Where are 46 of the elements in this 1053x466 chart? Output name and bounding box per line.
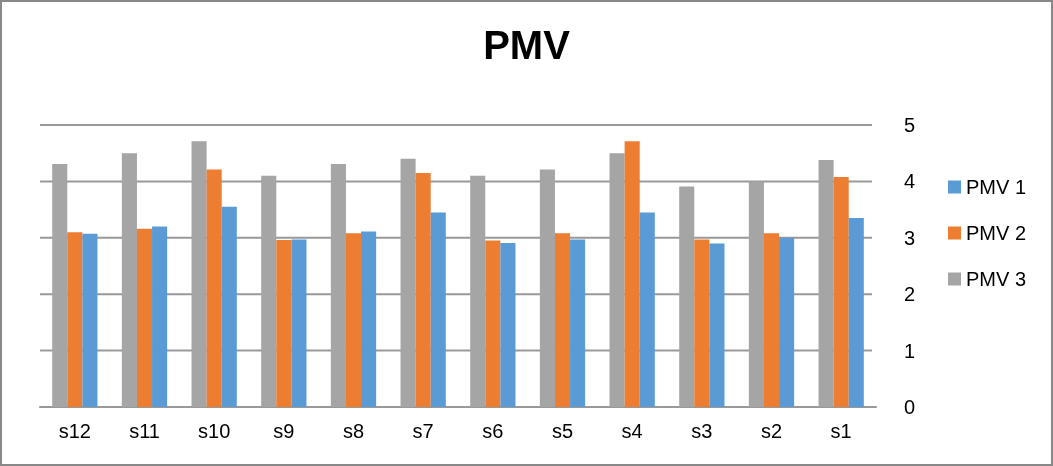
bar (152, 226, 168, 407)
bar (833, 176, 849, 407)
bar (485, 240, 501, 407)
x-tick-label: s4 (621, 420, 643, 442)
bar (500, 242, 516, 407)
y-tick-label: 4 (904, 170, 916, 193)
chart-title: PMV (483, 23, 571, 67)
bar (763, 233, 780, 407)
bar (291, 239, 307, 407)
bar (694, 239, 710, 407)
bar (276, 240, 292, 407)
x-tick-label: s10 (198, 420, 231, 442)
bar (430, 212, 446, 407)
x-tick-label: s11 (129, 420, 160, 442)
y-tick-label: 0 (904, 396, 916, 418)
bar (361, 231, 377, 407)
bar (779, 237, 795, 407)
x-tick-label: s7 (412, 420, 434, 442)
bar (67, 232, 83, 407)
legend-label: PMV 2 (965, 222, 1027, 244)
bar (415, 172, 431, 407)
x-tick-label: s9 (273, 420, 295, 442)
x-tick-label: s3 (691, 420, 713, 442)
bar (206, 169, 222, 407)
bar (554, 233, 571, 407)
y-tick-label: 5 (904, 114, 916, 136)
bar (624, 141, 640, 407)
y-tick-label: 3 (904, 226, 916, 249)
y-tick-label: 1 (904, 339, 916, 362)
legend-label: PMV 1 (965, 176, 1027, 198)
x-tick-label: s2 (760, 420, 783, 442)
bar (345, 233, 362, 407)
bar (709, 243, 725, 407)
x-tick-label: s1 (830, 420, 852, 442)
bar (82, 233, 98, 407)
x-tick-label: s6 (482, 420, 504, 442)
x-tick-label: s5 (551, 420, 574, 442)
x-tick-label: s12 (58, 420, 91, 442)
legend-label: PMV 3 (965, 268, 1027, 290)
bar (136, 228, 153, 407)
bar (570, 239, 586, 407)
bar (221, 206, 237, 407)
bar (639, 212, 655, 407)
x-tick-label: s8 (342, 420, 365, 442)
y-tick-label: 2 (904, 283, 916, 306)
bar (848, 218, 864, 407)
